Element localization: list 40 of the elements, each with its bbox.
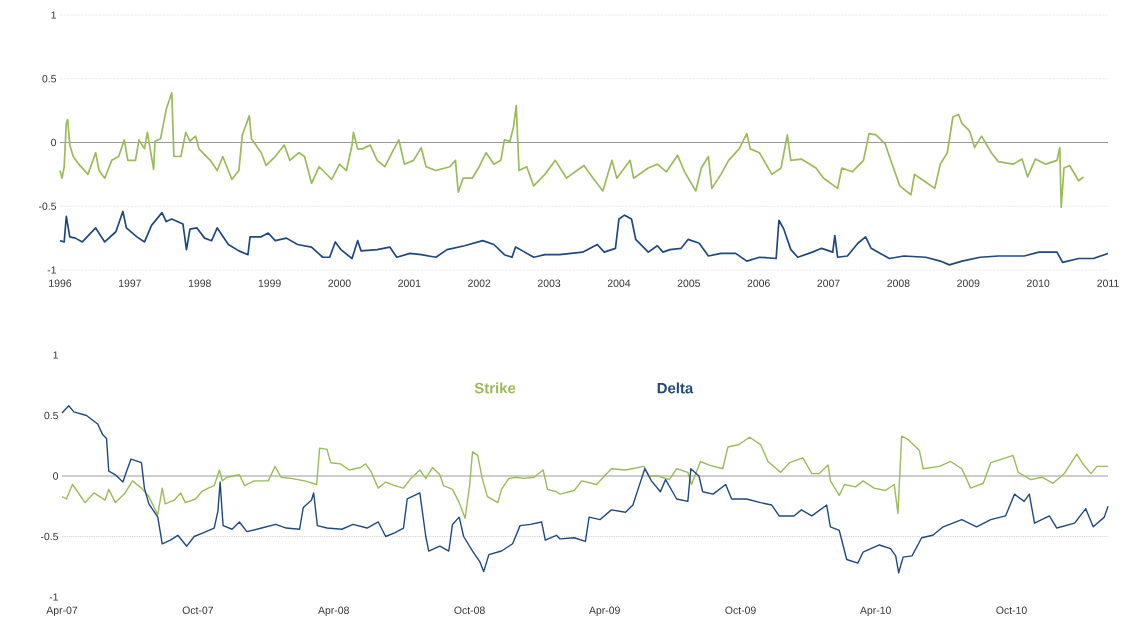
y-tick-label: 0 (53, 472, 59, 480)
y-tick-label: -1 (47, 266, 56, 274)
x-tick-label: Apr-08 (318, 606, 349, 616)
x-tick-label: 1996 (49, 279, 72, 287)
x-tick-label: 1997 (119, 279, 141, 287)
x-tick-label: 2003 (537, 279, 561, 287)
y-tick-label: 0.5 (44, 411, 59, 420)
x-tick-label: Apr-09 (589, 606, 620, 616)
x-tick-label: 1998 (188, 279, 211, 287)
line-series (61, 405, 1109, 574)
line-series (59, 210, 1109, 266)
y-tick-label: 0.5 (42, 75, 57, 83)
x-tick-label: Apr-10 (859, 606, 891, 616)
x-tick-label: 2005 (677, 279, 700, 287)
y-tick-label: 1 (53, 351, 58, 359)
x-tick-label: Apr-07 (46, 606, 78, 616)
x-tick-label: 2006 (747, 279, 770, 287)
x-tick-label: 1999 (258, 279, 281, 287)
x-tick-label: Oct-10 (996, 606, 1027, 614)
x-tick-label: 2002 (468, 279, 491, 287)
line-series (61, 435, 1109, 520)
x-tick-label: Oct-09 (725, 606, 756, 614)
x-tick-label: Oct-07 (182, 606, 214, 614)
x-tick-label: 2007 (817, 279, 840, 287)
text: Delta (657, 382, 694, 394)
x-tick-label: Oct-08 (454, 606, 485, 614)
x-tick-label: 2001 (398, 279, 421, 287)
line-series (59, 91, 1085, 209)
text: Strike (474, 382, 516, 394)
x-tick-label: 2008 (887, 279, 910, 287)
x-tick-label: 2010 (1027, 279, 1050, 287)
y-tick-label: -0.5 (38, 202, 57, 210)
x-tick-label: 2004 (607, 279, 631, 287)
x-tick-label: 2011 (1097, 279, 1119, 287)
y-tick-label: 1 (51, 11, 56, 19)
y-tick-label: -1 (49, 593, 58, 601)
y-tick-label: -0.5 (40, 532, 59, 541)
x-tick-label: 2000 (328, 279, 351, 287)
y-tick-label: 0 (51, 138, 57, 147)
x-tick-label: 2009 (957, 279, 980, 287)
